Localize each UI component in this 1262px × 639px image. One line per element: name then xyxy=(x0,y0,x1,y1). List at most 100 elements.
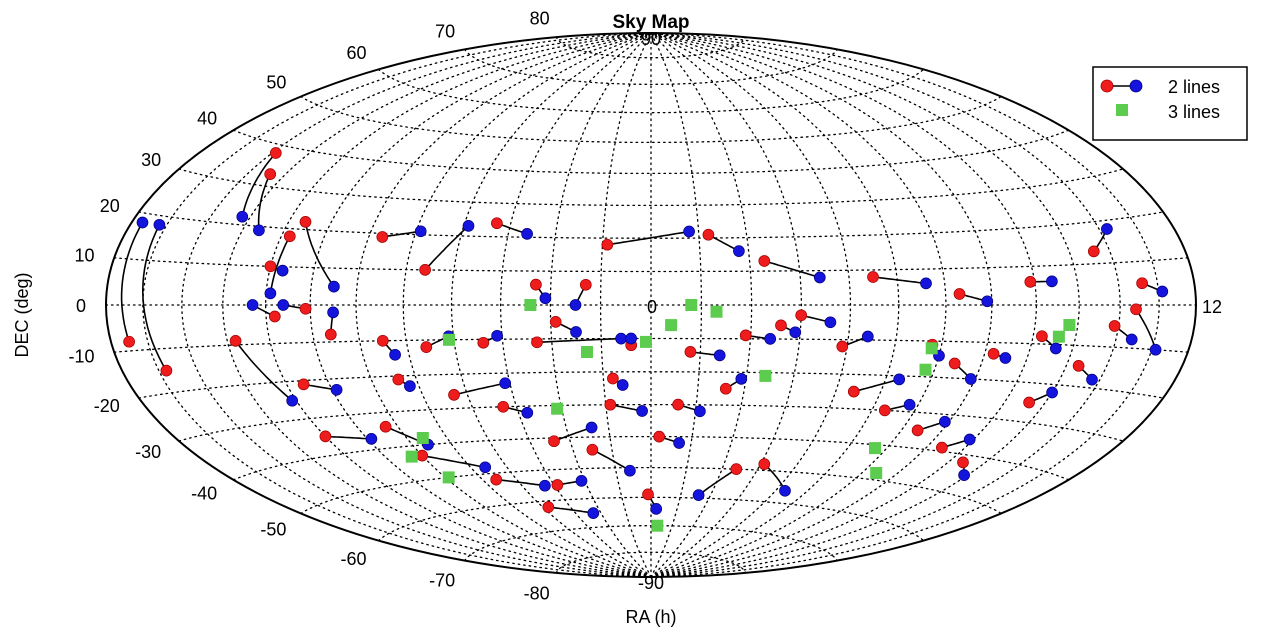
red-point xyxy=(124,336,135,347)
legend-marker-blue xyxy=(1130,80,1142,92)
green-square-point xyxy=(711,306,723,318)
red-point xyxy=(685,346,696,357)
green-square-point xyxy=(665,319,677,331)
blue-point xyxy=(714,350,725,361)
red-point xyxy=(417,450,428,461)
blue-point xyxy=(137,217,148,228)
blue-point xyxy=(154,219,165,230)
blue-point xyxy=(588,508,599,519)
blue-point xyxy=(278,300,289,311)
red-point xyxy=(377,335,388,346)
red-point xyxy=(377,232,388,243)
green-square-point xyxy=(406,451,418,463)
red-point xyxy=(949,358,960,369)
red-point xyxy=(1025,276,1036,287)
blue-point xyxy=(586,422,597,433)
ra-tick-label: 0 xyxy=(647,297,657,317)
red-point xyxy=(1109,321,1120,332)
legend-marker-green xyxy=(1116,104,1128,116)
blue-point xyxy=(765,333,776,344)
red-point xyxy=(543,502,554,513)
red-point xyxy=(269,311,280,322)
pair-connector-line xyxy=(425,226,468,270)
dec-tick-label: 60 xyxy=(346,43,366,63)
red-point xyxy=(703,229,714,240)
red-point xyxy=(868,272,879,283)
green-square-point xyxy=(685,299,697,311)
blue-point xyxy=(1101,224,1112,235)
pair-connector-line xyxy=(854,379,899,391)
blue-point xyxy=(674,438,685,449)
red-point xyxy=(879,405,890,416)
red-point xyxy=(1073,360,1084,371)
dec-tick-label: -30 xyxy=(135,442,161,462)
red-point xyxy=(1024,397,1035,408)
dec-tick-label: -60 xyxy=(340,549,366,569)
blue-point xyxy=(1046,276,1057,287)
legend-marker-red xyxy=(1101,80,1113,92)
blue-point xyxy=(492,330,503,341)
red-point xyxy=(759,459,770,470)
pair-connector-line xyxy=(699,469,737,495)
blue-point xyxy=(237,211,248,222)
blue-point xyxy=(982,296,993,307)
blue-point xyxy=(253,225,264,236)
blue-point xyxy=(684,226,695,237)
red-point xyxy=(848,386,859,397)
blue-point xyxy=(1126,334,1137,345)
red-point xyxy=(270,148,281,159)
dec-tick-label: 0 xyxy=(76,296,86,316)
dec-tick-label: -20 xyxy=(94,396,120,416)
legend-label-2-lines: 2 lines xyxy=(1168,77,1220,97)
red-point xyxy=(550,316,561,327)
pair-connector-line xyxy=(554,428,592,442)
red-point xyxy=(491,218,502,229)
red-point xyxy=(720,383,731,394)
dec-tick-label: -80 xyxy=(524,584,550,604)
blue-point xyxy=(539,480,550,491)
blue-point xyxy=(1000,353,1011,364)
dec-tick-label: 30 xyxy=(141,150,161,170)
red-point xyxy=(912,425,923,436)
red-point xyxy=(300,216,311,227)
red-point xyxy=(673,399,684,410)
blue-point xyxy=(637,406,648,417)
blue-point xyxy=(576,475,587,486)
ra-tick-label: 12 xyxy=(1202,297,1222,317)
blue-point xyxy=(693,490,704,501)
pair-connector-line xyxy=(325,436,371,439)
green-square-point xyxy=(443,334,455,346)
blue-point xyxy=(651,503,662,514)
blue-point xyxy=(626,333,637,344)
red-point xyxy=(1088,246,1099,257)
blue-point xyxy=(522,407,533,418)
green-square-point xyxy=(443,471,455,483)
y-axis-label: DEC (deg) xyxy=(12,272,32,357)
green-square-point xyxy=(869,442,881,454)
red-point xyxy=(393,374,404,385)
blue-point xyxy=(522,228,533,239)
red-point xyxy=(420,264,431,275)
red-point xyxy=(776,320,787,331)
blue-point xyxy=(287,395,298,406)
blue-point xyxy=(736,373,747,384)
pair-connector-line xyxy=(1136,309,1156,349)
red-point xyxy=(265,261,276,272)
dec-tick-label: 80 xyxy=(530,8,550,28)
blue-point xyxy=(500,378,511,389)
pair-connector-line xyxy=(236,341,293,401)
red-point xyxy=(549,436,560,447)
dec-tick-label: 40 xyxy=(197,108,217,128)
blue-point xyxy=(404,381,415,392)
dec-tick-label: 10 xyxy=(74,245,94,265)
blue-point xyxy=(331,384,342,395)
red-point xyxy=(1036,331,1047,342)
red-point xyxy=(837,341,848,352)
blue-point xyxy=(921,278,932,289)
pair-connector-line xyxy=(873,277,926,283)
blue-point xyxy=(415,226,426,237)
dec-tick-label: -70 xyxy=(429,570,455,590)
blue-point xyxy=(964,434,975,445)
red-point xyxy=(654,431,665,442)
